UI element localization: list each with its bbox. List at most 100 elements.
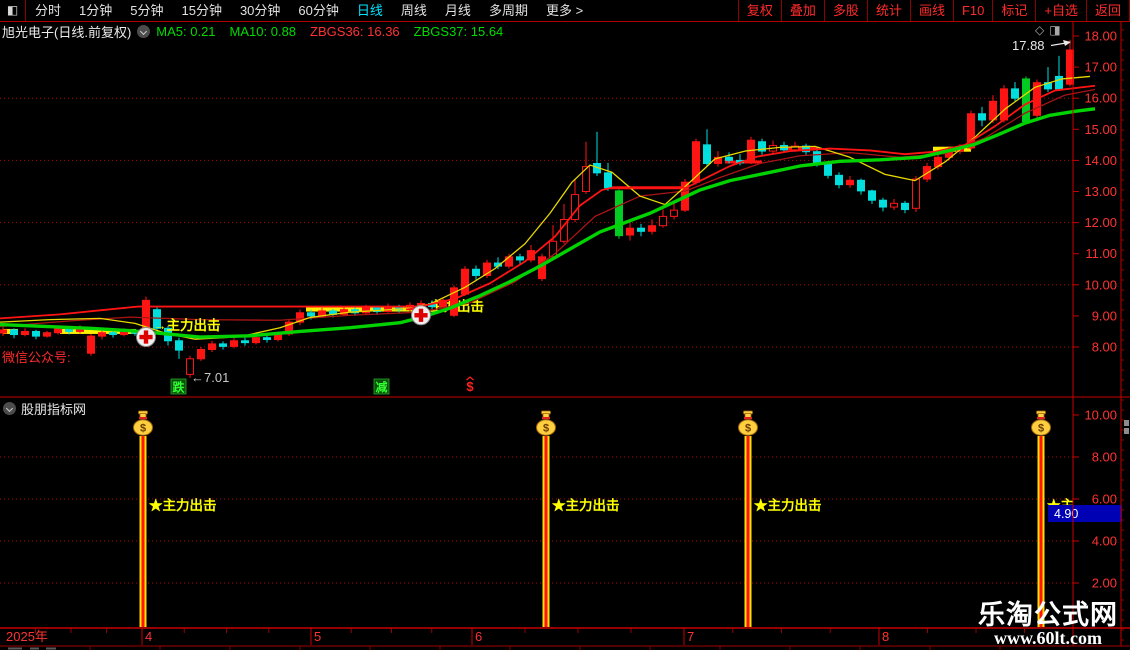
price-axis-label: 18.00 bbox=[1084, 29, 1117, 44]
period-tab-60分钟[interactable]: 60分钟 bbox=[298, 3, 339, 18]
chevron-down-icon[interactable] bbox=[3, 402, 16, 415]
value-tag bbox=[1048, 505, 1122, 522]
mini-scroll-up[interactable] bbox=[1124, 420, 1129, 426]
candle bbox=[450, 287, 458, 316]
month-label: 7 bbox=[687, 629, 694, 644]
candle bbox=[582, 166, 590, 192]
price-axis-label: 8.00 bbox=[1092, 340, 1117, 355]
period-tab-5分钟[interactable]: 5分钟 bbox=[130, 3, 164, 18]
period-tab-多周期[interactable]: 多周期 bbox=[488, 3, 528, 18]
money-bag-dollar: $ bbox=[745, 423, 751, 435]
indicator-line bbox=[0, 84, 1096, 320]
indicator-legend: MA5: 0.21 MA10: 0.88 ZBGS36: 16.36 ZBGS37: … bbox=[156, 24, 517, 39]
toolbar-button-标记[interactable]: 标记 bbox=[992, 0, 1035, 21]
toolbar-button-返回[interactable]: 返回 bbox=[1085, 0, 1130, 21]
candle bbox=[835, 174, 843, 186]
period-tab-日线[interactable]: 日线 bbox=[356, 3, 383, 18]
candle bbox=[241, 340, 249, 344]
candle bbox=[857, 179, 865, 192]
chart-tag: 减 bbox=[375, 380, 387, 395]
candle bbox=[879, 199, 887, 208]
toolbar-button-复权[interactable]: 复权 bbox=[737, 0, 781, 21]
indicator-value: ZBGS36: 16.36 bbox=[310, 24, 400, 39]
candle bbox=[1011, 88, 1019, 99]
chevron-down-icon[interactable] bbox=[137, 25, 151, 38]
indicator-line bbox=[0, 107, 1096, 339]
toolbar-button-+自选[interactable]: +自选 bbox=[1035, 0, 1086, 21]
month-label: 6 bbox=[475, 629, 482, 644]
toolbar-button-画线[interactable]: 画线 bbox=[909, 0, 953, 21]
price-callout: 17.88 bbox=[1012, 38, 1045, 53]
candle bbox=[1000, 88, 1008, 121]
candle bbox=[32, 330, 40, 337]
value-tag-text: 4.90 bbox=[1054, 507, 1078, 521]
period-tab-1分钟[interactable]: 1分钟 bbox=[79, 3, 113, 18]
diamond-icon[interactable]: ◇ bbox=[1035, 23, 1045, 37]
period-tab-分时[interactable]: 分时 bbox=[35, 3, 62, 18]
candle bbox=[0, 329, 7, 334]
candle bbox=[1022, 78, 1030, 123]
candle bbox=[824, 163, 832, 176]
money-bag-dollar: $ bbox=[543, 423, 549, 435]
candle bbox=[703, 144, 711, 165]
candle bbox=[659, 215, 667, 227]
candle bbox=[10, 329, 18, 336]
period-tab-更多 >[interactable]: 更多 > bbox=[545, 3, 584, 18]
money-bag-icon: $ bbox=[536, 410, 556, 436]
toolbar-button-叠加[interactable]: 叠加 bbox=[780, 0, 824, 21]
toolbar-button-多股[interactable]: 多股 bbox=[823, 0, 867, 21]
price-callout: ←7.01 bbox=[191, 370, 229, 385]
candle bbox=[362, 307, 370, 314]
candle bbox=[791, 145, 799, 151]
period-tab-15分钟[interactable]: 15分钟 bbox=[181, 3, 222, 18]
candle bbox=[725, 156, 733, 161]
candle bbox=[296, 312, 304, 323]
candle bbox=[967, 113, 975, 149]
signal-label: →主力出击 bbox=[153, 317, 221, 333]
candle bbox=[197, 348, 205, 360]
candle bbox=[439, 299, 447, 308]
candle bbox=[307, 312, 315, 317]
price-axis-label: 16.00 bbox=[1084, 91, 1117, 106]
candle bbox=[978, 113, 986, 121]
panel-toggle-icon[interactable]: ◨ bbox=[1049, 23, 1061, 37]
candle bbox=[87, 335, 95, 354]
candle bbox=[648, 225, 656, 232]
price-callout: 微信公众号: bbox=[2, 350, 71, 365]
toolbar-button-F10[interactable]: F10 bbox=[952, 0, 992, 21]
candle bbox=[626, 227, 634, 236]
top-menu-bar: ◧ 分时 1分钟 5分钟 15分钟 30分钟 60分钟 日线 周线 月线 多周期 更多 > 复权 叠加… bbox=[0, 0, 1130, 22]
candle bbox=[186, 358, 194, 375]
candle bbox=[901, 202, 909, 211]
candle bbox=[461, 268, 469, 295]
candle bbox=[615, 190, 623, 237]
candle bbox=[175, 340, 183, 351]
toolbar-button-统计[interactable]: 统计 bbox=[866, 0, 910, 21]
period-tab-30分钟[interactable]: 30分钟 bbox=[239, 3, 281, 18]
candle bbox=[637, 227, 645, 232]
candle bbox=[527, 250, 535, 261]
candle bbox=[230, 340, 238, 347]
signal-cross-marker bbox=[136, 327, 156, 348]
layout-split-icon[interactable]: ◧ bbox=[0, 0, 26, 21]
watermark: 乐淘公式网 www.60lt.com bbox=[978, 601, 1118, 648]
candle bbox=[43, 332, 51, 337]
indicator-value: MA5: 0.21 bbox=[156, 24, 216, 39]
dollar-tag: $ bbox=[466, 379, 474, 394]
mini-scroll-down[interactable] bbox=[1124, 428, 1129, 434]
signal-band bbox=[60, 328, 136, 334]
price-axis-label: 15.00 bbox=[1084, 122, 1117, 137]
sub-axis-label: 2.00 bbox=[1092, 576, 1117, 591]
price-axis-label: 11.00 bbox=[1085, 246, 1117, 261]
candle bbox=[714, 156, 722, 165]
candle bbox=[912, 178, 920, 209]
money-bag-icon: $ bbox=[1031, 410, 1051, 436]
candle bbox=[252, 337, 260, 344]
candle bbox=[516, 256, 524, 261]
candle bbox=[219, 343, 227, 347]
period-tab-月线[interactable]: 月线 bbox=[444, 3, 471, 18]
money-bag-icon: $ bbox=[738, 410, 758, 436]
period-tab-周线[interactable]: 周线 bbox=[400, 3, 427, 18]
